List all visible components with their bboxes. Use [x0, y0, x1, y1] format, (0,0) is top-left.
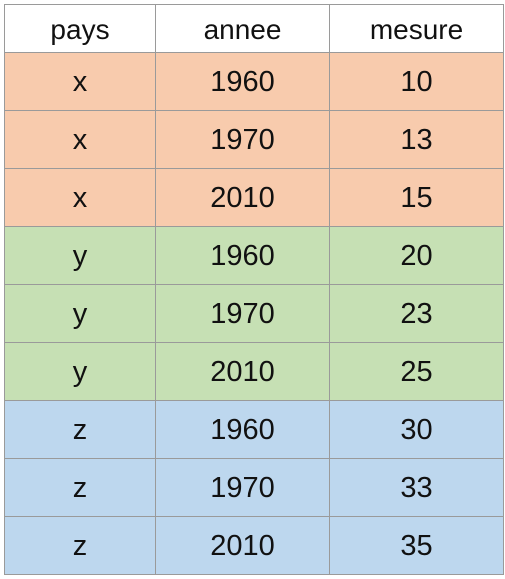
cell-value: 2010 [210, 530, 275, 562]
cell-pays[interactable]: x [4, 168, 156, 227]
cell-value: 2010 [210, 182, 275, 214]
cell-annee[interactable]: 2010 [155, 342, 330, 401]
cell-pays[interactable]: z [4, 400, 156, 459]
cell-value: 1970 [210, 298, 275, 330]
table-row: y 1960 20 [4, 226, 504, 285]
cell-value: 1960 [210, 414, 275, 446]
cell-value: 1970 [210, 124, 275, 156]
cell-mesure[interactable]: 10 [329, 52, 504, 111]
table-row: x 1960 10 [4, 52, 504, 111]
cell-value: 20 [400, 240, 433, 272]
cell-mesure[interactable]: 13 [329, 110, 504, 169]
cell-value: z [72, 414, 88, 446]
header-label: pays [50, 13, 110, 45]
cell-pays[interactable]: x [4, 110, 156, 169]
cell-value: x [72, 66, 88, 98]
cell-value: 13 [400, 124, 433, 156]
cell-annee[interactable]: 2010 [155, 168, 330, 227]
cell-pays[interactable]: y [4, 226, 156, 285]
cell-pays[interactable]: z [4, 458, 156, 517]
data-table: pays annee mesure x 1960 10 x 1970 13 x … [4, 4, 504, 575]
cell-mesure[interactable]: 25 [329, 342, 504, 401]
header-label: mesure [369, 13, 464, 45]
cell-mesure[interactable]: 30 [329, 400, 504, 459]
header-cell-annee[interactable]: annee [155, 4, 330, 53]
cell-value: z [72, 472, 88, 504]
cell-annee[interactable]: 2010 [155, 516, 330, 575]
cell-value: 15 [400, 182, 433, 214]
cell-annee[interactable]: 1970 [155, 110, 330, 169]
cell-mesure[interactable]: 35 [329, 516, 504, 575]
cell-value: 30 [400, 414, 433, 446]
cell-pays[interactable]: y [4, 284, 156, 343]
header-cell-pays[interactable]: pays [4, 4, 156, 53]
cell-value: z [72, 530, 88, 562]
cell-pays[interactable]: y [4, 342, 156, 401]
cell-value: 35 [400, 530, 433, 562]
cell-value: x [72, 182, 88, 214]
table-row: y 2010 25 [4, 342, 504, 401]
header-label: annee [203, 13, 282, 45]
cell-annee[interactable]: 1970 [155, 458, 330, 517]
header-cell-mesure[interactable]: mesure [329, 4, 504, 53]
table-row: z 1970 33 [4, 458, 504, 517]
table-row: x 2010 15 [4, 168, 504, 227]
cell-annee[interactable]: 1970 [155, 284, 330, 343]
cell-value: 33 [400, 472, 433, 504]
cell-annee[interactable]: 1960 [155, 52, 330, 111]
table-row: x 1970 13 [4, 110, 504, 169]
table-row: z 1960 30 [4, 400, 504, 459]
cell-value: y [72, 298, 88, 330]
cell-value: 10 [400, 66, 433, 98]
cell-mesure[interactable]: 33 [329, 458, 504, 517]
cell-value: 1960 [210, 240, 275, 272]
table-row: y 1970 23 [4, 284, 504, 343]
cell-annee[interactable]: 1960 [155, 226, 330, 285]
cell-mesure[interactable]: 23 [329, 284, 504, 343]
cell-value: 23 [400, 298, 433, 330]
cell-value: 2010 [210, 356, 275, 388]
cell-value: 1960 [210, 66, 275, 98]
cell-value: 25 [400, 356, 433, 388]
cell-value: x [72, 124, 88, 156]
cell-mesure[interactable]: 20 [329, 226, 504, 285]
cell-annee[interactable]: 1960 [155, 400, 330, 459]
cell-pays[interactable]: z [4, 516, 156, 575]
cell-value: y [72, 240, 88, 272]
cell-value: 1970 [210, 472, 275, 504]
table-body: x 1960 10 x 1970 13 x 2010 15 y 1960 20 … [4, 52, 504, 575]
cell-mesure[interactable]: 15 [329, 168, 504, 227]
header-row: pays annee mesure [4, 4, 504, 53]
table-row: z 2010 35 [4, 516, 504, 575]
cell-pays[interactable]: x [4, 52, 156, 111]
cell-value: y [72, 356, 88, 388]
